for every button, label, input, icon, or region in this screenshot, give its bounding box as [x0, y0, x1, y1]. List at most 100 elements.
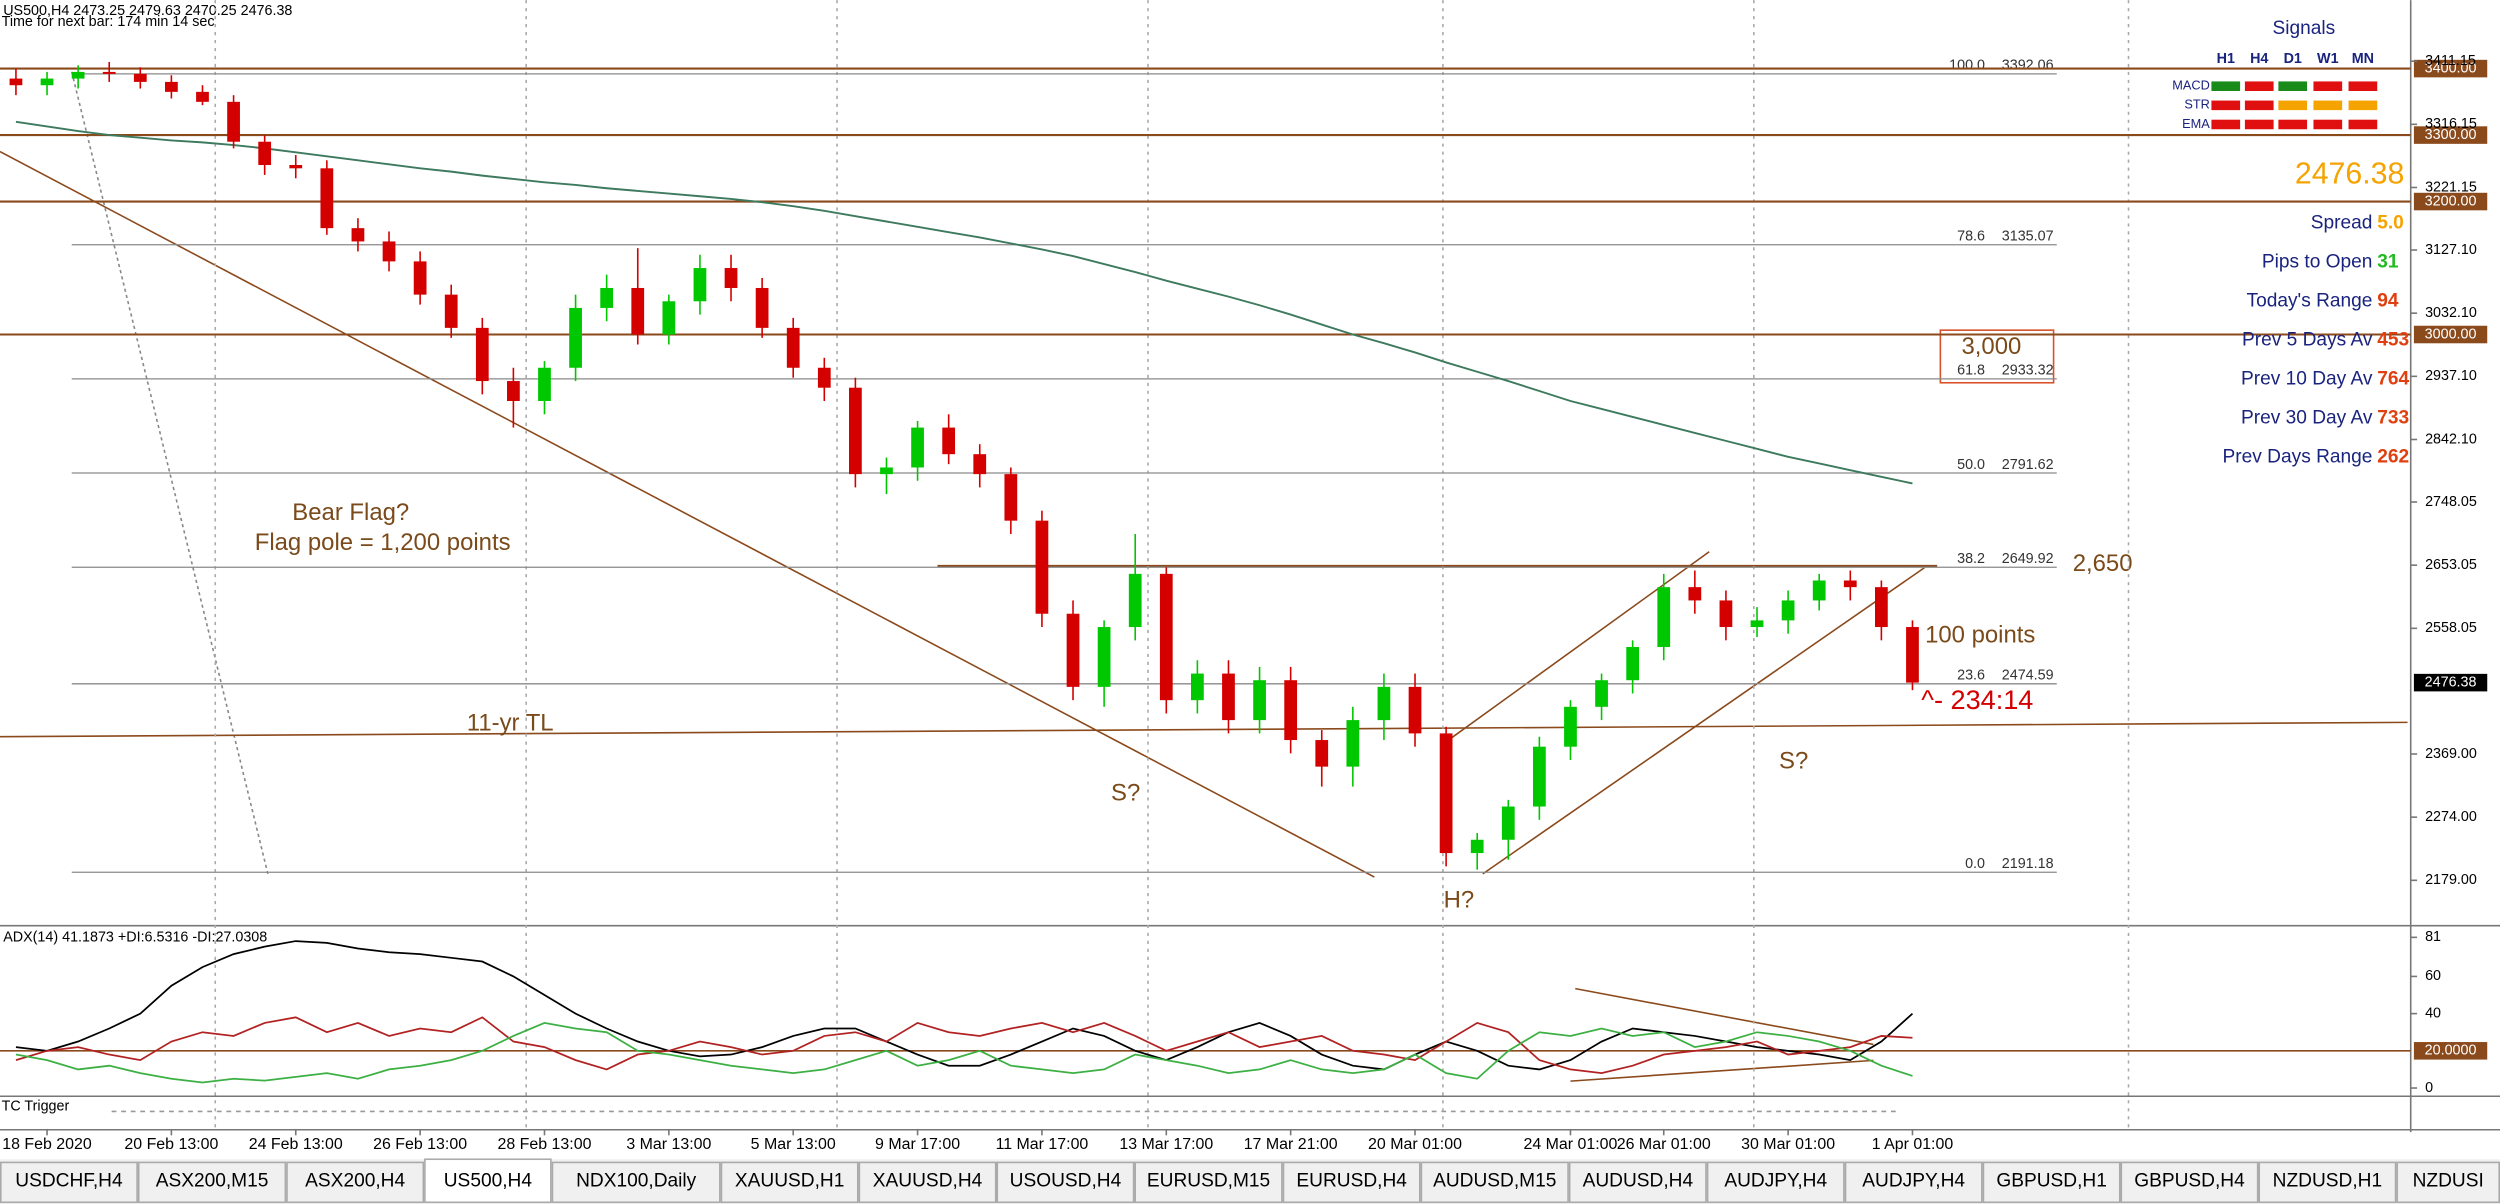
tab[interactable]: [1706, 1161, 1845, 1204]
signal-row-label: STR: [2184, 97, 2210, 112]
tab[interactable]: [2120, 1161, 2259, 1204]
info-label: Today's Range: [2247, 291, 2373, 312]
info-label: Prev 10 Day Av: [2241, 369, 2373, 390]
fib-price-label: 2474.59: [2002, 668, 2054, 684]
fib-price-label: 3135.07: [2002, 229, 2054, 245]
tab-label[interactable]: AUDUSD,H4: [1583, 1171, 1694, 1192]
tab-label[interactable]: AUDJPY,H4: [1862, 1171, 1965, 1192]
x-tick-label: 13 Mar 17:00: [1119, 1136, 1213, 1153]
candle-body: [662, 301, 676, 335]
candle-body: [1128, 573, 1142, 628]
tab-label[interactable]: AUDUSD,M15: [1433, 1171, 1556, 1192]
tab[interactable]: [1134, 1161, 1283, 1204]
active-tab[interactable]: [424, 1158, 552, 1204]
candle-body: [40, 78, 54, 86]
info-value: 733: [2377, 408, 2409, 429]
tab[interactable]: [720, 1161, 859, 1204]
signals-title: Signals: [2273, 18, 2336, 39]
signal-cell: [2313, 119, 2343, 130]
candle-body: [413, 261, 427, 295]
candle-body: [1377, 686, 1391, 721]
signal-column: MN: [2352, 51, 2374, 67]
tab-label[interactable]: NZDUSD,H1: [2273, 1171, 2382, 1192]
signal-cell: [2211, 119, 2241, 130]
price-marker-label: 3000.00: [2425, 326, 2477, 342]
tab-label[interactable]: XAUUSD,H4: [873, 1171, 983, 1192]
indicator-line: [15, 940, 1914, 1071]
signal-cell: [2211, 100, 2241, 111]
moving-average: [15, 120, 1913, 485]
tab[interactable]: [551, 1161, 721, 1204]
candle-body: [1035, 520, 1049, 614]
tab-label[interactable]: US500,H4: [444, 1171, 533, 1192]
candle-body: [1159, 573, 1173, 701]
candle-body: [724, 268, 738, 288]
x-tick-label: 17 Mar 21:00: [1244, 1136, 1338, 1153]
candle-body: [817, 367, 831, 388]
tab[interactable]: [137, 1161, 287, 1204]
tab[interactable]: [1420, 1161, 1569, 1204]
y-tick-label: 3221.15: [2425, 179, 2477, 195]
candle-body: [1439, 733, 1453, 854]
signal-cell: [2244, 100, 2274, 111]
price-marker-box: [2413, 325, 2488, 344]
indicator-level-label: 20.0000: [2425, 1043, 2477, 1059]
candle-body: [755, 287, 769, 328]
tab[interactable]: [2258, 1161, 2397, 1204]
tab[interactable]: [2396, 1161, 2500, 1204]
tab-label[interactable]: USOUSD,H4: [1010, 1171, 1122, 1192]
fib-price-label: 2649.92: [2002, 551, 2054, 567]
tab-label[interactable]: EURUSD,M15: [1147, 1171, 1270, 1192]
indicator-trend-line: [1575, 987, 1874, 1046]
candle-body: [1284, 680, 1298, 741]
tab[interactable]: [0, 1161, 138, 1204]
tab-label[interactable]: EURUSD,H4: [1296, 1171, 1407, 1192]
candle-body: [538, 367, 551, 401]
fib-price-label: 3392.06: [2002, 58, 2054, 74]
candle-body: [227, 101, 240, 142]
tab-label[interactable]: XAUUSD,H1: [735, 1171, 844, 1192]
info-label: Prev Days Range: [2223, 447, 2373, 468]
indicator-line: [15, 1016, 1913, 1075]
tab-label[interactable]: GBPUSD,H4: [2134, 1171, 2245, 1192]
annotation: S?: [1779, 748, 1808, 775]
candle-body: [133, 73, 147, 82]
candle-body: [1564, 706, 1577, 747]
tab-label[interactable]: AUDJPY,H4: [1724, 1171, 1827, 1192]
callout-box: [1939, 329, 2055, 384]
tab[interactable]: [996, 1161, 1135, 1204]
x-tick-label: 3 Mar 13:00: [626, 1136, 711, 1153]
candle-body: [1533, 746, 1546, 807]
tab[interactable]: [858, 1161, 997, 1204]
tab[interactable]: [1982, 1161, 2121, 1204]
candle-body: [911, 427, 924, 468]
tab-label[interactable]: ASX200,H4: [305, 1171, 405, 1192]
fib-level-label: 78.6: [1957, 229, 1985, 245]
tab-label[interactable]: NDX100,Daily: [576, 1171, 697, 1192]
indicator-y-tick-label: 81: [2425, 929, 2441, 945]
indicator-line: [15, 1022, 1913, 1084]
tab-label[interactable]: USDCHF,H4: [15, 1171, 123, 1192]
signal-row-label: EMA: [2182, 116, 2210, 131]
tab-label[interactable]: ASX200,M15: [156, 1171, 269, 1192]
tab[interactable]: [1844, 1161, 1983, 1204]
price-display: 2476.38: [2295, 158, 2404, 191]
fib-level-label: 61.8: [1957, 363, 1985, 379]
tab[interactable]: [286, 1161, 425, 1204]
candle-body: [320, 168, 334, 229]
trend-line: [0, 721, 2408, 738]
signal-cell: [2278, 81, 2308, 91]
signal-cell: [2244, 119, 2274, 130]
x-tick-label: 20 Feb 13:00: [124, 1136, 218, 1153]
info-value: 262: [2377, 447, 2409, 468]
tab-label[interactable]: GBPUSD,H1: [1996, 1171, 2107, 1192]
y-tick-label: 3127.10: [2425, 242, 2477, 258]
candle-body: [1595, 680, 1608, 707]
tab[interactable]: [1568, 1161, 1707, 1204]
x-tick-label: 30 Mar 01:00: [1741, 1136, 1835, 1153]
fib-price-label: 2191.18: [2002, 856, 2054, 872]
candle-body: [196, 91, 209, 102]
tab[interactable]: [1282, 1161, 1421, 1204]
signal-cell: [2313, 100, 2343, 111]
tab-label[interactable]: NZDUSI: [2413, 1171, 2484, 1192]
